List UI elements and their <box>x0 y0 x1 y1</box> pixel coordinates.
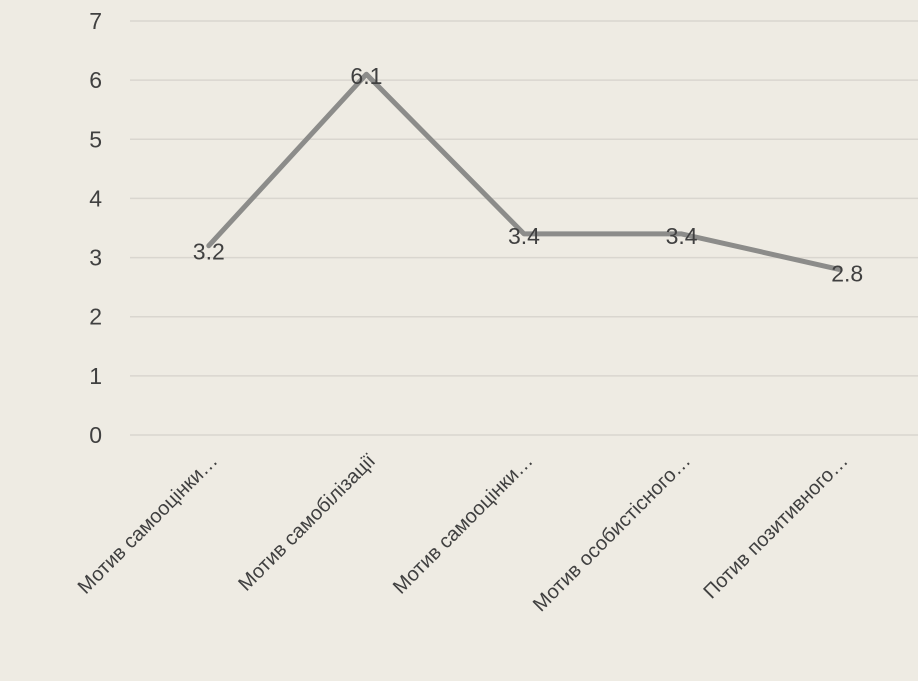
x-category-label: Мотив самооцінки… <box>389 450 538 599</box>
x-category-label: Мотив самобілізації <box>234 450 380 596</box>
y-tick-label: 6 <box>89 67 102 93</box>
data-label: 3.4 <box>666 223 698 249</box>
y-axis-ticks: 0 1 2 3 4 5 6 7 <box>89 8 102 448</box>
x-category-label: Мотив самооцінки… <box>74 450 223 599</box>
gridlines <box>130 20 918 436</box>
data-label: 3.2 <box>193 239 225 265</box>
y-tick-label: 1 <box>89 363 102 389</box>
y-tick-label: 0 <box>89 422 102 448</box>
y-tick-label: 3 <box>89 245 102 271</box>
data-label: 6.1 <box>350 63 382 89</box>
y-tick-label: 2 <box>89 304 102 330</box>
x-axis-categories: Мотив самооцінки… Мотив самобілізації Моти… <box>74 450 853 616</box>
y-tick-label: 5 <box>89 126 102 152</box>
y-tick-label: 7 <box>89 8 102 34</box>
data-label: 2.8 <box>831 260 863 286</box>
series-group <box>206 71 842 272</box>
data-labels: 3.2 6.1 3.4 3.4 2.8 <box>193 63 863 286</box>
x-category-label: Потив позитивного… <box>699 450 852 603</box>
data-label: 3.4 <box>508 223 540 249</box>
y-tick-label: 4 <box>89 185 102 211</box>
x-category-label: Мотив особистісного… <box>529 450 695 616</box>
